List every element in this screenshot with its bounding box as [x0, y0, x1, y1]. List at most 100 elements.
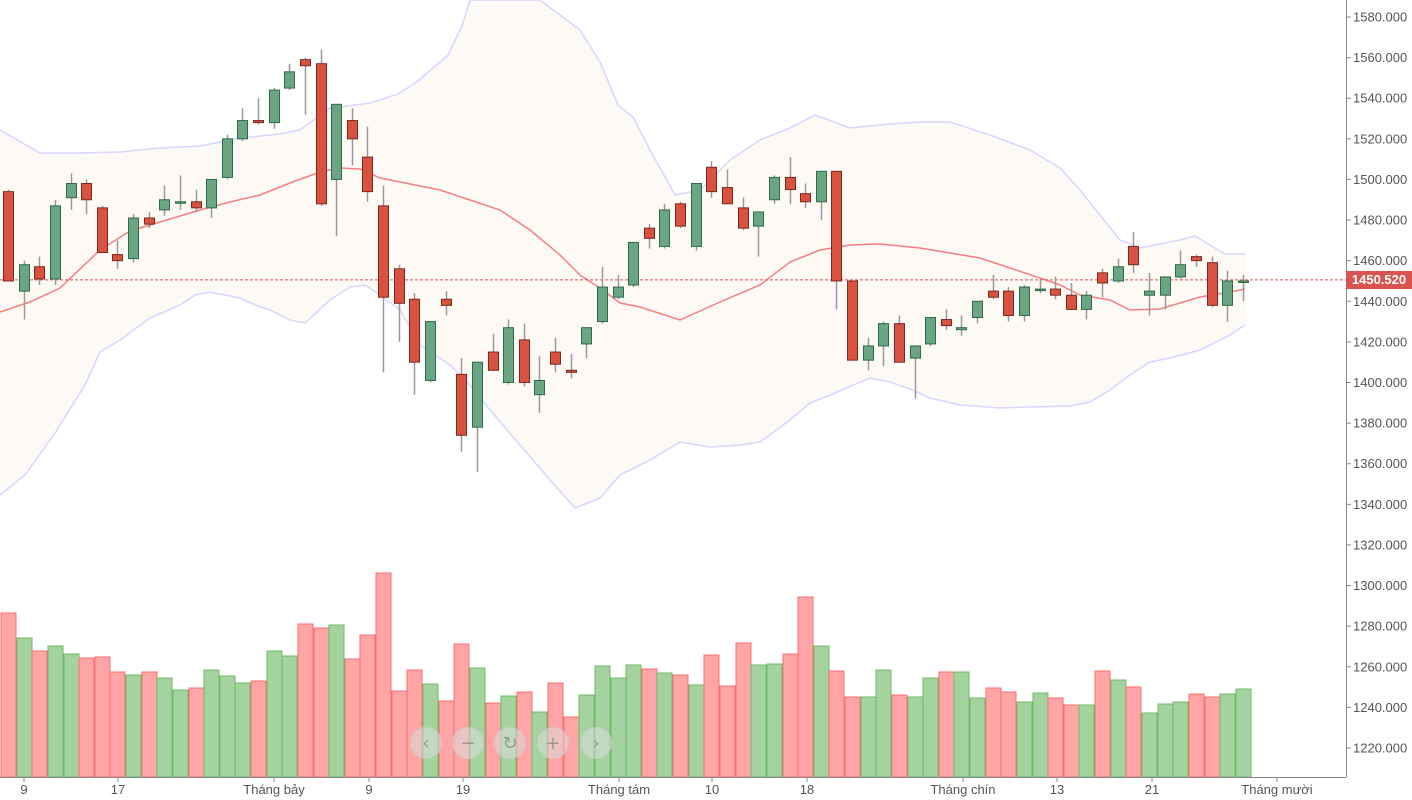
- candle: [988, 274, 999, 300]
- volume-bar: [828, 670, 845, 778]
- volume-bar: [141, 671, 158, 778]
- candle: [550, 337, 561, 373]
- candle: [472, 361, 483, 472]
- volume-bar: [985, 687, 1002, 778]
- y-tick-label: 1240.000: [1353, 700, 1407, 715]
- candle: [1191, 254, 1202, 267]
- candle: [347, 108, 358, 166]
- volume-bar: [313, 627, 330, 778]
- volume-bar: [1204, 696, 1221, 778]
- volume-bar: [735, 642, 752, 778]
- y-tick-label: 1260.000: [1353, 659, 1407, 674]
- candle: [222, 134, 233, 180]
- scroll-left-button[interactable]: ‹: [410, 727, 442, 759]
- volume-bar: [797, 596, 814, 778]
- candle: [1160, 276, 1171, 310]
- zoom-out-button[interactable]: −: [452, 727, 484, 759]
- y-tick-label: 1580.000: [1353, 10, 1407, 25]
- volume-bar: [1063, 704, 1080, 778]
- volume-bar: [328, 624, 345, 778]
- volume-bar: [875, 669, 892, 778]
- volume-bar: [938, 671, 955, 778]
- last-price-label: 1450.520: [1346, 270, 1412, 289]
- candle: [769, 175, 780, 204]
- volume-bar: [672, 674, 689, 778]
- volume-bar: [1125, 686, 1142, 778]
- candle: [785, 157, 796, 204]
- candle: [378, 185, 389, 373]
- volume-bar: [813, 645, 830, 778]
- volume-bar: [359, 634, 376, 778]
- volume-bar: [953, 671, 970, 778]
- candle: [128, 213, 139, 263]
- volume-bar: [656, 672, 673, 778]
- candle: [456, 358, 467, 452]
- y-tick-label: 1220.000: [1353, 741, 1407, 756]
- volume-bar: [610, 677, 627, 778]
- volume-bar: [375, 572, 392, 778]
- volume-bar: [891, 694, 908, 778]
- candle: [644, 224, 655, 249]
- volume-bar: [469, 667, 486, 778]
- y-tick-label: 1300.000: [1353, 578, 1407, 593]
- bollinger-band: [0, 0, 1246, 509]
- candle: [331, 103, 342, 237]
- candle: [894, 315, 905, 363]
- candle: [878, 321, 889, 367]
- volume-bar: [703, 654, 720, 778]
- candle: [691, 183, 702, 251]
- x-tick-label: Tháng tám: [588, 782, 650, 797]
- candle: [409, 293, 420, 395]
- volume-bar: [1078, 704, 1095, 778]
- volume-bar: [750, 664, 767, 778]
- x-axis: 9 17 Tháng bảy 9 19 Tháng tám 10 18 Tháng chín 13…: [20, 777, 1313, 797]
- candle: [1003, 287, 1014, 322]
- candle: [753, 211, 764, 257]
- x-tick-label: 17: [111, 782, 125, 797]
- candle: [1128, 232, 1139, 273]
- y-tick-label: 1460.000: [1353, 253, 1407, 268]
- reset-button[interactable]: ↻: [494, 727, 526, 759]
- y-tick-label: 1560.000: [1353, 50, 1407, 65]
- candle: [300, 57, 311, 115]
- zoom-in-button[interactable]: +: [537, 727, 569, 759]
- candle: [816, 170, 827, 221]
- candle: [1035, 278, 1046, 294]
- moving-average-line: [0, 167, 1246, 321]
- candle: [706, 161, 717, 198]
- y-tick-label: 1400.000: [1353, 375, 1407, 390]
- candle: [1144, 272, 1155, 316]
- candle: [847, 280, 858, 361]
- volume-bar: [1188, 693, 1205, 778]
- candle: [925, 317, 936, 346]
- volume-bar: [594, 665, 611, 778]
- volume-bar: [1110, 679, 1127, 778]
- candles: [3, 49, 1249, 472]
- y-tick-label: 1520.000: [1353, 131, 1407, 146]
- x-tick-label: 10: [705, 782, 719, 797]
- y-tick-label: 1360.000: [1353, 456, 1407, 471]
- candle: [144, 211, 155, 229]
- x-tick-label: Tháng mười: [1241, 782, 1313, 797]
- volume-bar: [688, 684, 705, 778]
- candle: [581, 327, 592, 359]
- volume-bar: [234, 682, 251, 778]
- candle: [628, 241, 639, 288]
- scroll-right-button[interactable]: ›: [580, 727, 612, 759]
- candle: [441, 291, 452, 316]
- x-tick-label: 9: [365, 782, 372, 797]
- candle: [269, 88, 280, 129]
- volume-bar: [1157, 703, 1174, 778]
- volume-bars: [0, 572, 1252, 778]
- volume-bar: [391, 690, 408, 778]
- volume-bar: [31, 650, 48, 778]
- volume-bar: [63, 653, 80, 778]
- y-tick-label: 1440.000: [1353, 294, 1407, 309]
- volume-bar: [297, 623, 314, 778]
- candle: [956, 315, 967, 336]
- candle: [159, 185, 170, 216]
- candle: [112, 240, 123, 269]
- y-tick-label: 1380.000: [1353, 416, 1407, 431]
- y-tick-label: 1540.000: [1353, 91, 1407, 106]
